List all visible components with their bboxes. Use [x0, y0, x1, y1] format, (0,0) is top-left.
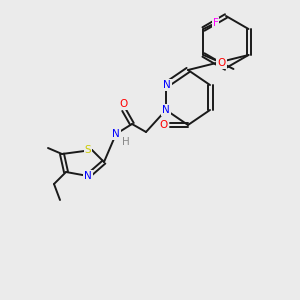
Text: F: F	[212, 18, 218, 28]
Text: N: N	[163, 80, 171, 90]
Text: O: O	[160, 120, 168, 130]
Text: H: H	[122, 137, 130, 147]
Text: N: N	[84, 171, 92, 181]
Text: O: O	[120, 99, 128, 109]
Text: S: S	[85, 145, 91, 155]
Text: N: N	[112, 129, 120, 139]
Text: N: N	[162, 105, 170, 115]
Text: O: O	[218, 58, 226, 68]
